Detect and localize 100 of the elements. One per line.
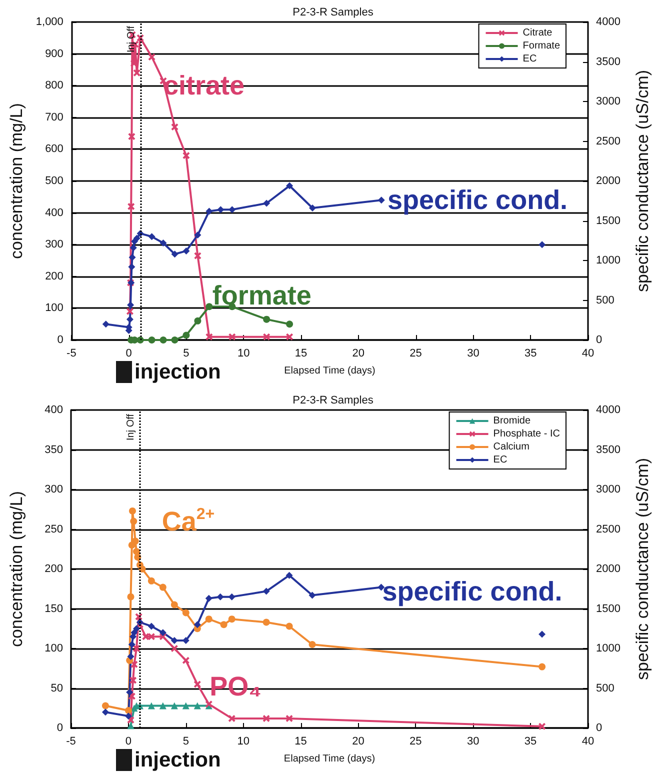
point: [148, 702, 155, 710]
text: injection: [134, 360, 221, 384]
point: [133, 234, 140, 242]
point: [378, 196, 385, 204]
point: [206, 333, 213, 340]
x-tick-label: 15: [294, 348, 308, 360]
point: [133, 69, 140, 76]
point: [128, 254, 136, 261]
y2-tick-label: 3500: [596, 444, 620, 456]
point: [130, 518, 138, 525]
y2-axis-title: specific conductance (uS/cm): [633, 458, 652, 680]
point: [182, 247, 190, 254]
point: [228, 206, 236, 214]
x-tick-label: 15: [294, 736, 307, 748]
point: [124, 707, 132, 714]
point: [128, 507, 136, 514]
x-axis-title: Elapsed Time (days): [284, 366, 376, 376]
point: [148, 633, 155, 640]
point: [194, 621, 201, 628]
point: [160, 240, 167, 247]
y-tick-label: 350: [44, 444, 63, 456]
point: [171, 250, 178, 258]
y2-tick-label: 2000: [596, 175, 620, 187]
legend-label: Calcium: [493, 442, 530, 452]
point: [142, 633, 150, 640]
point: [170, 637, 178, 644]
y-tick-label: 300: [44, 484, 63, 496]
point: [182, 702, 190, 710]
y2-tick-label: 2500: [596, 523, 620, 536]
point: [182, 152, 190, 160]
point: [127, 652, 134, 660]
point: [308, 592, 316, 599]
point: [127, 593, 134, 600]
annotation: formate: [212, 280, 312, 310]
x-axis-title: Elapsed Time (days): [284, 754, 376, 764]
point: [182, 656, 190, 664]
point: [159, 629, 166, 636]
y-tick-label: 900: [45, 48, 64, 60]
point: [128, 641, 136, 648]
x-tick-label: 10: [237, 348, 250, 360]
y-tick-label: 300: [45, 238, 64, 251]
point: [538, 663, 546, 670]
point: [182, 637, 190, 644]
point: [286, 622, 293, 630]
point: [159, 702, 166, 710]
y2-tick-label: 1000: [596, 254, 620, 266]
x-tick-label: 40: [582, 736, 594, 748]
y-tick-label: 0: [57, 334, 64, 346]
annotation: specific cond.: [382, 576, 562, 606]
x-tick-label: 25: [410, 736, 422, 748]
point: [206, 303, 213, 310]
point: [286, 182, 294, 190]
point: [286, 320, 294, 328]
y-tick-label: 400: [44, 404, 63, 416]
y-tick-label: 100: [45, 302, 64, 314]
x-tick-label: -5: [66, 348, 76, 360]
point: [194, 317, 202, 324]
point: [124, 712, 132, 720]
ref-line-label: Inj Off: [125, 414, 136, 440]
point: [102, 708, 109, 716]
point: [262, 588, 270, 595]
x-tick-label: 5: [183, 348, 190, 360]
y-tick-label: 400: [45, 206, 64, 219]
point: [127, 722, 134, 730]
x-tick-label: -5: [66, 736, 76, 748]
point: [205, 594, 212, 602]
point: [130, 676, 137, 684]
point: [194, 232, 202, 239]
legend-label: Phosphate - IC: [493, 428, 560, 440]
point: [128, 132, 136, 140]
y-tick-label: 250: [44, 523, 63, 536]
point: [148, 233, 156, 240]
x-tick-label: 0: [126, 348, 132, 360]
y2-tick-label: 1000: [596, 642, 620, 654]
y2-tick-label: 2000: [596, 563, 620, 575]
point: [102, 320, 110, 328]
legend-label: Citrate: [522, 28, 553, 38]
y2-tick-label: 4000: [596, 16, 620, 28]
x-tick-label: 30: [466, 736, 480, 748]
point: [263, 316, 270, 323]
point: [126, 316, 134, 323]
point: [206, 208, 213, 215]
point: [216, 593, 224, 600]
point: [148, 336, 156, 344]
point: [127, 302, 134, 309]
chart-title: P2-3-R Samples: [292, 6, 374, 18]
x-tick-label: 40: [582, 348, 594, 360]
point: [228, 616, 236, 623]
x-tick-label: 35: [524, 736, 537, 748]
point: [126, 308, 134, 315]
y-tick-label: 800: [45, 80, 64, 92]
y2-tick-label: 3000: [596, 484, 620, 496]
y2-tick-label: 500: [596, 294, 614, 306]
y2-tick-label: 0: [596, 334, 602, 346]
point: [263, 200, 270, 207]
point: [170, 645, 178, 652]
y2-tick-label: 500: [596, 682, 614, 694]
point: [228, 714, 236, 722]
legend-label: Formate: [522, 40, 560, 52]
y-tick-label: 100: [44, 642, 63, 654]
